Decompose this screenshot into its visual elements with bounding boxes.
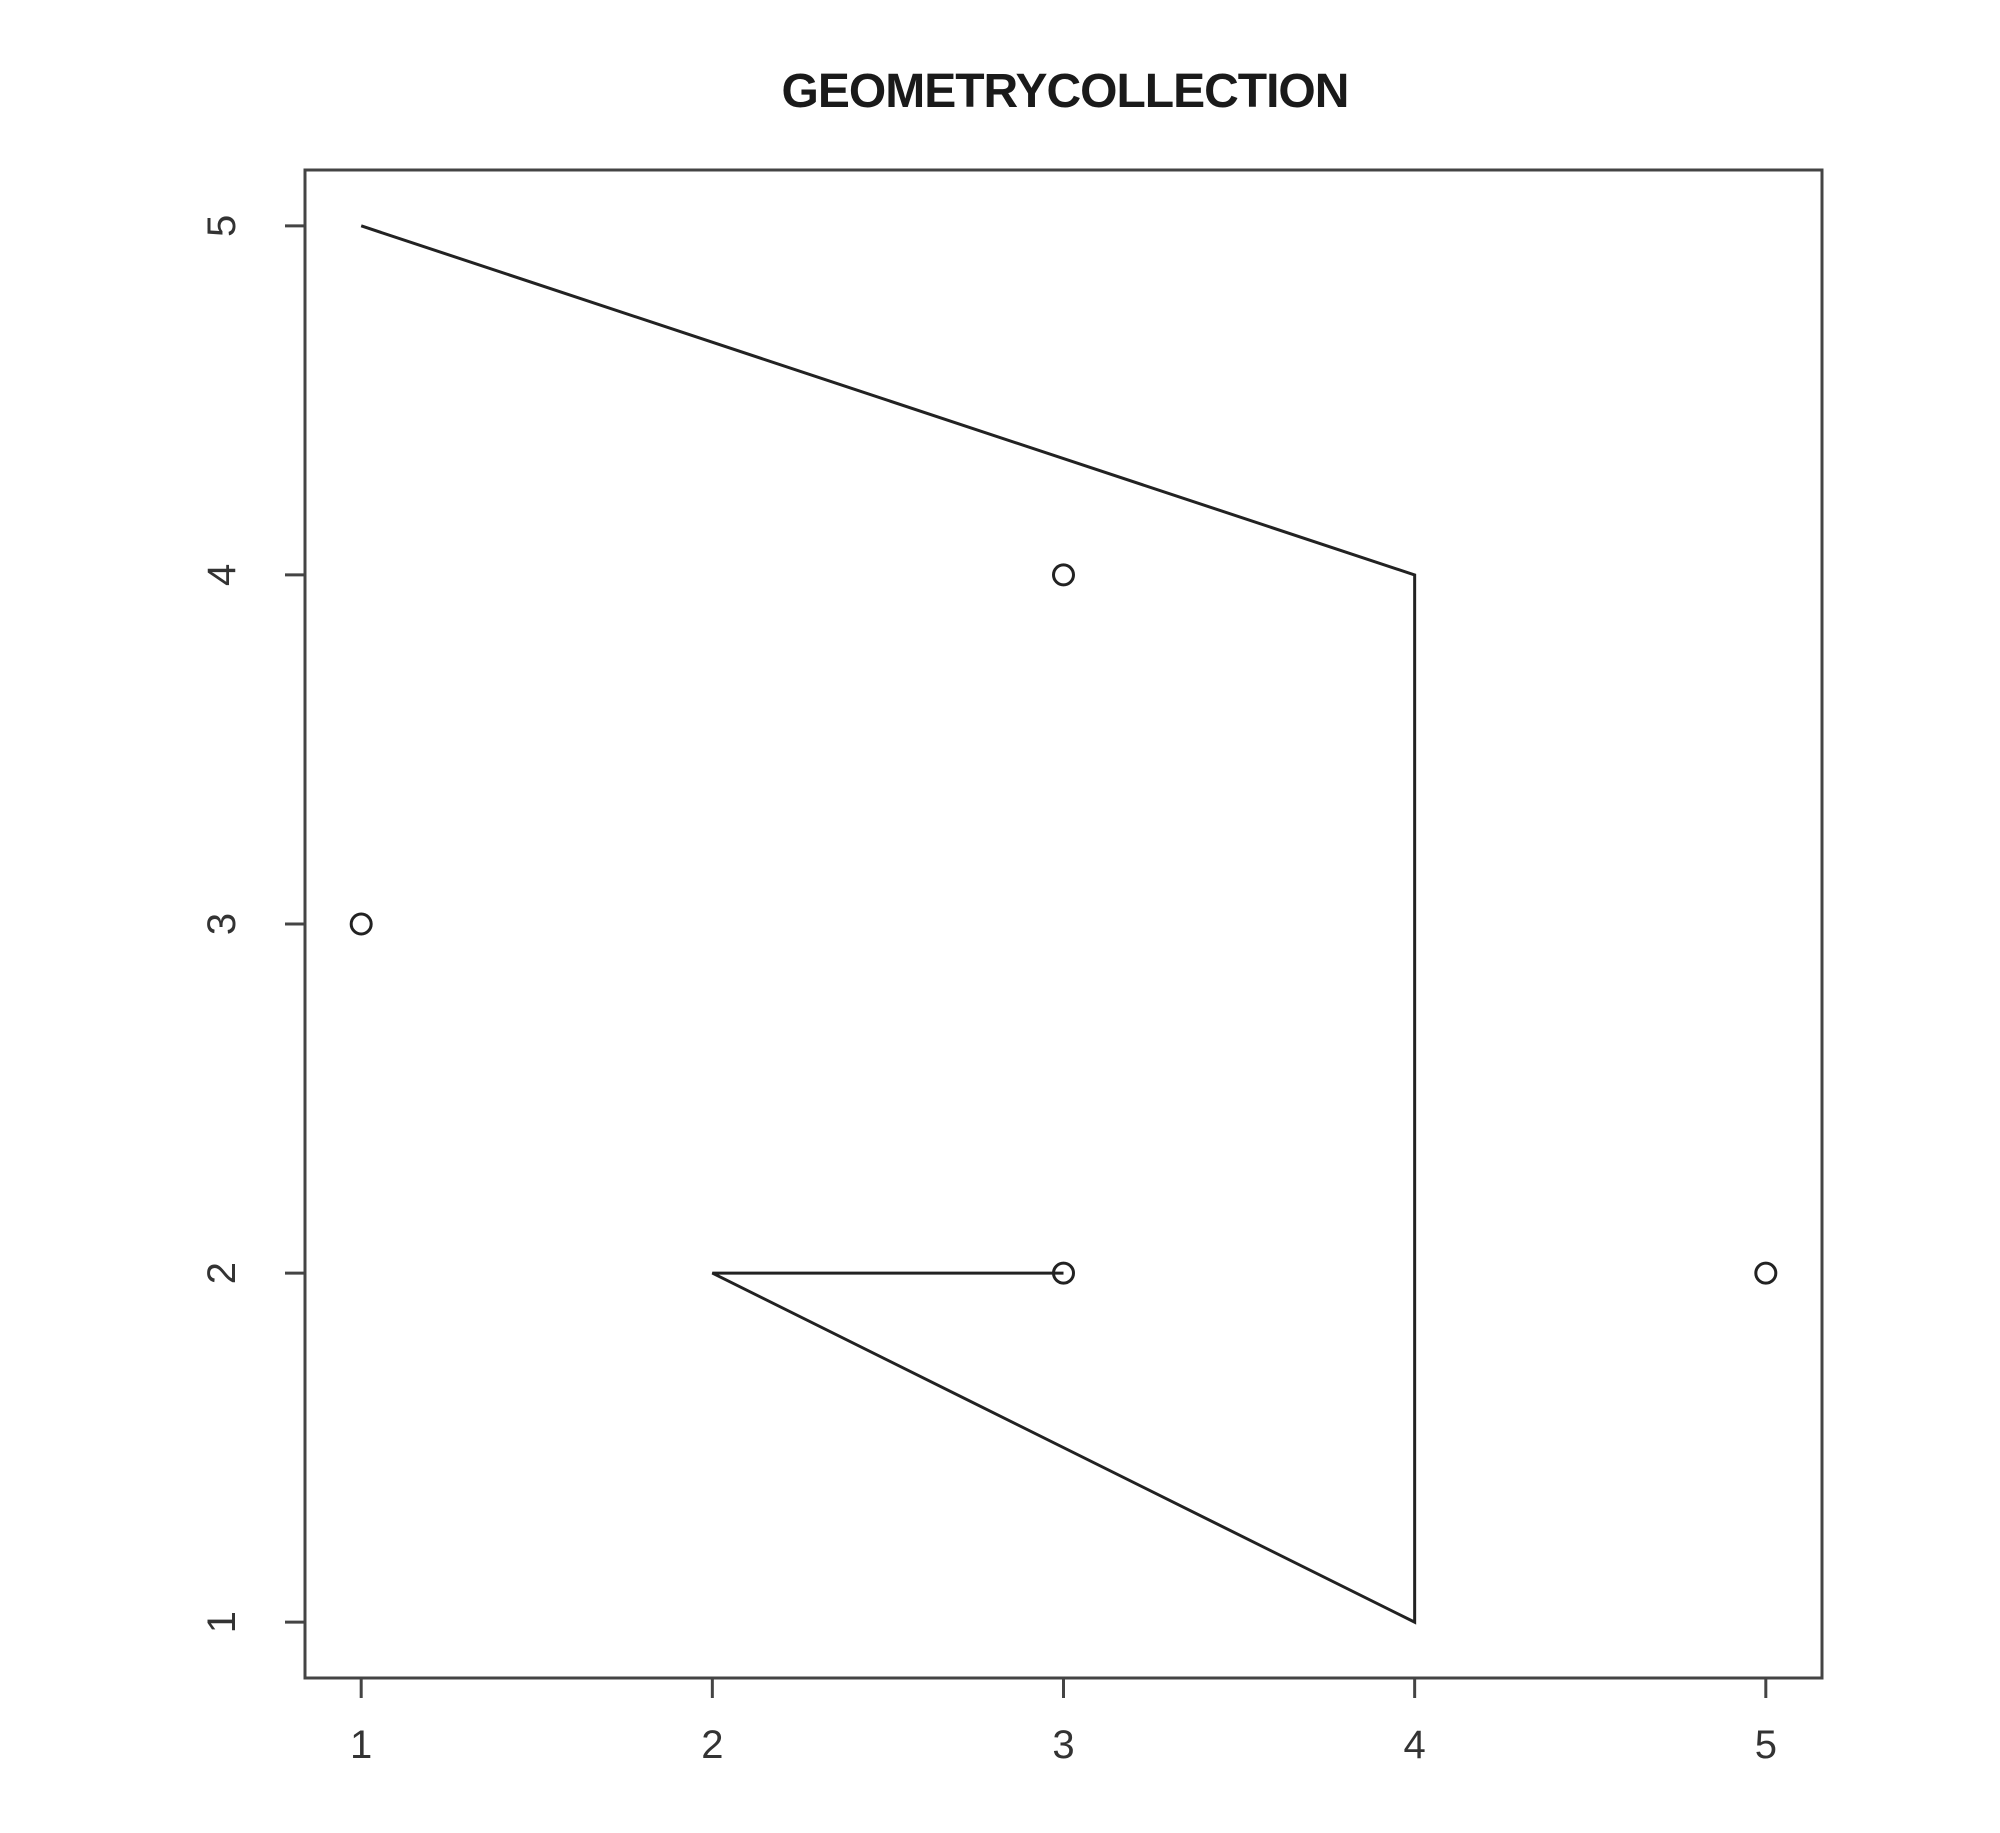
x-tick-label-5: 5 — [1755, 1723, 1777, 1767]
x-tick-label-3: 3 — [1052, 1723, 1074, 1767]
y-tick-label-4: 4 — [200, 564, 244, 586]
line-geometry-1 — [360, 224, 1417, 1625]
y-tick-label-3: 3 — [200, 913, 244, 935]
plot-frame — [303, 168, 1824, 1680]
x-tick-label-4: 4 — [1404, 1723, 1426, 1767]
point-geometry-1 — [349, 912, 373, 936]
chart-title: GEOMETRYCOLLECTION — [781, 65, 1350, 118]
x-tick-label-1: 1 — [350, 1723, 372, 1767]
point-geometry-2 — [1052, 563, 1075, 587]
y-tick-label-2: 2 — [200, 1262, 244, 1284]
y-tick-label-5: 5 — [200, 215, 244, 237]
point-geometry-3 — [1052, 1261, 1075, 1285]
x-tick-label-2: 2 — [701, 1723, 723, 1767]
y-tick-label-1: 1 — [200, 1611, 244, 1633]
point-geometry-4 — [1754, 1261, 1778, 1285]
